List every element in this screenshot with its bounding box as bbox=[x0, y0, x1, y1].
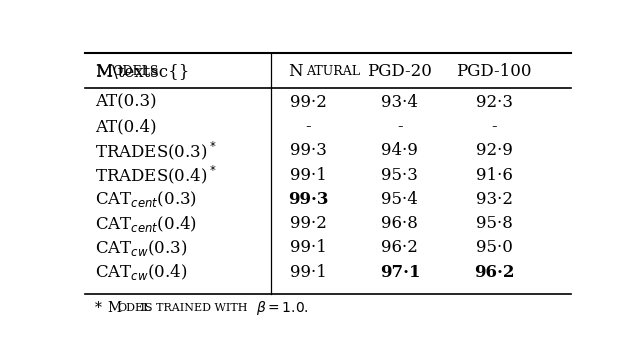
Text: 96·2: 96·2 bbox=[381, 239, 419, 256]
Text: TRADES(0.3)$^*$: TRADES(0.3)$^*$ bbox=[95, 140, 217, 162]
Text: PGD-20: PGD-20 bbox=[367, 63, 433, 81]
Text: *: * bbox=[95, 301, 106, 315]
Text: 92·9: 92·9 bbox=[476, 142, 513, 159]
Text: -: - bbox=[492, 118, 497, 135]
Text: CAT$_{\mathit{cent}}$(0.4): CAT$_{\mathit{cent}}$(0.4) bbox=[95, 213, 197, 233]
Text: 99·2: 99·2 bbox=[290, 215, 326, 232]
Text: CAT$_{\mathit{cw}}$(0.3): CAT$_{\mathit{cw}}$(0.3) bbox=[95, 238, 188, 258]
Text: 95·4: 95·4 bbox=[381, 191, 419, 208]
Text: 99·1: 99·1 bbox=[290, 239, 326, 256]
Text: 96·8: 96·8 bbox=[381, 215, 419, 232]
Text: 91·6: 91·6 bbox=[476, 166, 513, 184]
Text: PGD-100: PGD-100 bbox=[456, 63, 532, 81]
Text: 93·4: 93·4 bbox=[381, 94, 419, 111]
Text: TRADES(0.4)$^*$: TRADES(0.4)$^*$ bbox=[95, 164, 217, 186]
Text: ODEL: ODEL bbox=[117, 303, 150, 313]
Text: IS TRAINED WITH: IS TRAINED WITH bbox=[137, 303, 248, 313]
Text: -: - bbox=[397, 118, 403, 135]
Text: ODELS: ODELS bbox=[112, 66, 159, 78]
Text: AT(0.3): AT(0.3) bbox=[95, 94, 157, 111]
Text: 99·1: 99·1 bbox=[290, 263, 326, 281]
Text: 92·3: 92·3 bbox=[476, 94, 513, 111]
Text: ATURAL: ATURAL bbox=[306, 66, 360, 78]
Text: M\textsc{}: M\textsc{} bbox=[95, 63, 189, 81]
Text: 95·0: 95·0 bbox=[476, 239, 513, 256]
Text: M: M bbox=[95, 63, 112, 81]
Text: CAT$_{\mathit{cent}}$(0.3): CAT$_{\mathit{cent}}$(0.3) bbox=[95, 189, 197, 209]
Text: 93·2: 93·2 bbox=[476, 191, 513, 208]
Text: $\beta = 1.0.$: $\beta = 1.0.$ bbox=[256, 299, 309, 316]
Text: 97·1: 97·1 bbox=[380, 263, 420, 281]
Text: 99·2: 99·2 bbox=[290, 94, 326, 111]
Text: 96·2: 96·2 bbox=[474, 263, 515, 281]
Text: 99·3: 99·3 bbox=[290, 142, 326, 159]
Text: 99·3: 99·3 bbox=[288, 191, 328, 208]
Text: CAT$_{\mathit{cw}}$(0.4): CAT$_{\mathit{cw}}$(0.4) bbox=[95, 262, 188, 282]
Text: M: M bbox=[108, 301, 122, 315]
Text: 94·9: 94·9 bbox=[381, 142, 419, 159]
Text: 95·8: 95·8 bbox=[476, 215, 513, 232]
Text: 95·3: 95·3 bbox=[381, 166, 419, 184]
Text: AT(0.4): AT(0.4) bbox=[95, 118, 157, 135]
Text: -: - bbox=[305, 118, 311, 135]
Text: N: N bbox=[289, 63, 303, 81]
Text: 99·1: 99·1 bbox=[290, 166, 326, 184]
